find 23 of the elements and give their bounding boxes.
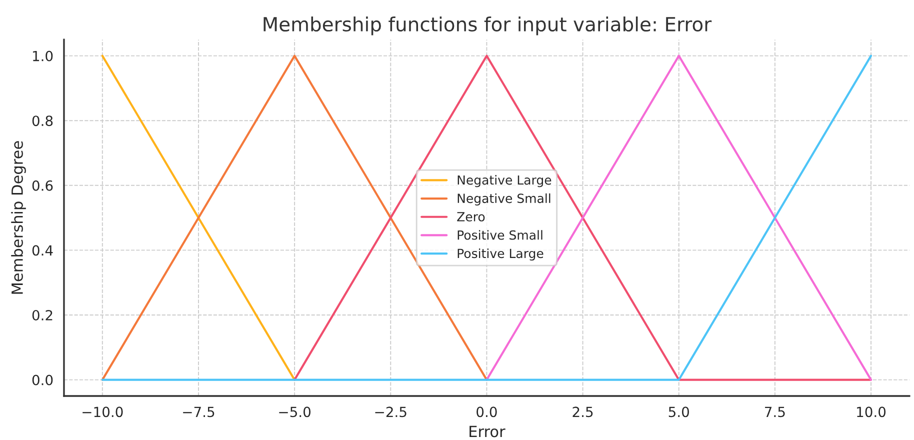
y-tick-label: 0.0: [32, 374, 53, 386]
legend-label: Negative Large: [458, 175, 552, 188]
y-tick-label: 0.6: [32, 180, 53, 191]
x-axis-title: Error: [470, 426, 506, 438]
chart-title: Membership functions for input variable: Error: [264, 16, 712, 36]
y-axis-title: Membership Degree: [11, 141, 26, 294]
x-tick-label: −2.5: [375, 406, 406, 418]
x-tick-label: 0.0: [476, 406, 497, 418]
x-tick-label: 10.0: [857, 406, 886, 418]
legend-label: Positive Large: [458, 248, 544, 261]
legend-label: Positive Small: [458, 230, 542, 240]
y-tick-label: 1.0: [33, 50, 53, 62]
x-tick-label: 2.5: [572, 406, 593, 418]
y-tick-label: 0.2: [32, 310, 52, 320]
y-tick-label: 0.4: [32, 245, 53, 256]
x-tick-label: −5.0: [279, 406, 310, 418]
x-tick-label: 7.5: [765, 406, 785, 418]
x-tick-label: −7.5: [183, 406, 214, 418]
x-tick-label: −10.0: [82, 406, 123, 418]
legend-label: Zero: [457, 212, 485, 222]
legend-label: Negative Small: [458, 193, 550, 206]
x-tick-label: 5.0: [668, 406, 689, 418]
y-tick-label: 0.8: [32, 116, 53, 126]
